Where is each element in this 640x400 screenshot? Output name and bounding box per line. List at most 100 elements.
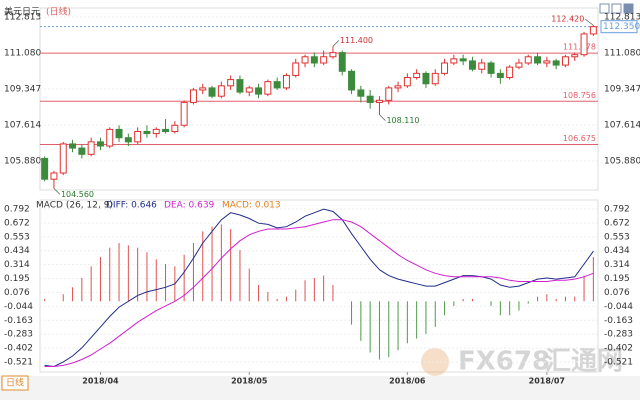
y-tick-label-right: -0.521 — [604, 357, 633, 367]
annotation-label: 104.560 — [61, 190, 94, 199]
chart-subtitle: (日线) — [46, 6, 71, 18]
candle-body — [422, 72, 430, 85]
y-tick-label-right: 0.553 — [604, 232, 630, 242]
candle-body — [571, 54, 579, 58]
last-price-box — [600, 20, 638, 34]
y-tick-label-right: 111.080 — [604, 49, 640, 59]
candle-body — [78, 147, 86, 155]
y-tick-label-right: -0.044 — [604, 302, 633, 312]
y-tick-label-left: -0.044 — [4, 302, 33, 312]
candle-body — [87, 141, 95, 155]
candle-body — [431, 72, 439, 85]
x-tick-label: 2018/04 — [82, 377, 119, 386]
candle-body — [180, 101, 188, 126]
candle-body — [124, 137, 132, 143]
legend-entry: DEA: 0.639 — [164, 201, 215, 211]
period-button[interactable] — [1, 375, 29, 391]
y-tick-label-right: 105.880 — [604, 156, 640, 166]
candle-body — [487, 62, 495, 74]
indicator-line — [44, 208, 594, 368]
candle-body — [515, 62, 523, 68]
candle-body — [115, 128, 123, 139]
candle-body — [236, 79, 244, 93]
annotation-leader — [53, 188, 61, 195]
candle-body — [171, 124, 179, 132]
candle-body — [450, 58, 458, 64]
candle-body — [69, 143, 77, 149]
candle-body — [273, 81, 281, 89]
y-tick-label-left: 111.080 — [4, 49, 41, 59]
y-tick-label-left: 109.347 — [4, 84, 41, 94]
macd-panel — [39, 199, 599, 373]
candle-body — [543, 60, 551, 64]
y-tick-label-left: 0.792 — [4, 204, 30, 214]
last-price-label: 112.350 — [603, 22, 640, 32]
y-tick-label-right: 0.195 — [604, 274, 630, 284]
candle-body — [348, 70, 356, 91]
candle-body — [134, 130, 142, 143]
y-tick-label-left: 112.813 — [4, 13, 41, 23]
candle-body — [385, 87, 393, 101]
y-tick-label-left: 0.314 — [4, 260, 30, 270]
y-tick-label-left: -0.163 — [4, 316, 33, 326]
y-tick-label-left: -0.283 — [4, 330, 33, 340]
icon[interactable] — [623, 3, 634, 14]
candle-body — [496, 72, 504, 79]
y-tick-label-left: 0.195 — [4, 274, 30, 284]
y-tick-label-right: -0.402 — [604, 344, 633, 354]
candle-body — [561, 56, 569, 66]
y-tick-label-right: 0.076 — [604, 288, 630, 298]
annotation-label: 111.400 — [340, 36, 373, 45]
period-button-label[interactable]: 日线 — [6, 377, 24, 389]
x-tick-label: 2018/06 — [389, 377, 426, 386]
candle-body — [208, 87, 216, 97]
level-label: 108.756 — [563, 91, 596, 100]
level-label: 111.078 — [563, 43, 596, 52]
annotation-leader — [332, 40, 340, 47]
candle-body — [152, 128, 160, 135]
candle-body — [338, 52, 346, 72]
price-panel — [39, 7, 599, 191]
candle-body — [394, 85, 402, 89]
icon[interactable] — [599, 3, 610, 14]
y-tick-label-left: 0.672 — [4, 218, 30, 228]
legend-entry: DIFF: 0.646 — [106, 201, 157, 211]
candle-body — [143, 130, 151, 135]
chart-title: 美元日元 — [4, 6, 40, 18]
candle-body — [189, 89, 197, 103]
y-tick-label-right: 107.614 — [604, 120, 640, 130]
candle-body — [459, 58, 467, 62]
y-tick-label-left: 105.880 — [4, 156, 41, 166]
annotation-label: 112.420 — [551, 15, 584, 24]
candle-body — [162, 128, 170, 132]
y-tick-label-left: 107.614 — [4, 120, 41, 130]
candle-body — [329, 52, 337, 58]
candle-body — [506, 66, 514, 79]
y-tick-label-right: -0.283 — [604, 330, 633, 340]
candle-body — [227, 79, 235, 87]
candle-body — [96, 141, 104, 147]
candle-body — [255, 87, 263, 95]
toolbar-icons — [599, 3, 634, 14]
icon[interactable] — [611, 3, 622, 14]
indicator-title: MACD (26, 12, 9) — [36, 201, 113, 211]
candle-body — [534, 56, 542, 64]
candle-body — [468, 60, 476, 70]
y-tick-label-right: 0.314 — [604, 260, 630, 270]
annotation-leader — [379, 114, 386, 121]
y-tick-label-right: 0.434 — [604, 246, 630, 256]
candle-body — [366, 95, 374, 103]
y-tick-label-right: 0.792 — [604, 204, 630, 214]
candle-body — [301, 56, 309, 64]
candle-body — [478, 62, 486, 70]
candle-body — [106, 128, 114, 147]
candle-body — [199, 87, 207, 91]
candle-body — [310, 56, 318, 64]
candle-body — [441, 62, 449, 74]
candle-body — [375, 99, 383, 103]
candle-body — [413, 72, 421, 79]
candle-body — [41, 157, 49, 180]
y-tick-label-right: 112.813 — [604, 13, 640, 23]
candle-body — [552, 60, 560, 66]
